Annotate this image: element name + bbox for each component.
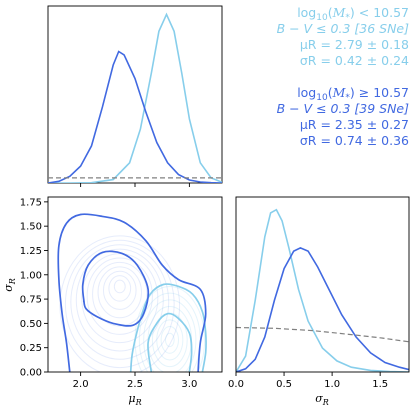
y-tick-label: 1.25: [20, 246, 42, 257]
faint-contour-low: [143, 299, 197, 372]
low-mass-line-3: μR = 2.79 ± 0.18: [300, 37, 409, 52]
mu-marginal-low_mass-line: [48, 12, 222, 183]
y-tick-label: 1.50: [20, 222, 42, 233]
sigma-marginal-prior-prior-line: [236, 326, 409, 343]
mu-marginal-high_mass-line: [48, 50, 222, 183]
marginal-mu-frame: [47, 5, 223, 184]
faint-contour-low: [160, 326, 180, 354]
contour-lines: [57, 213, 207, 372]
faint-contour-high: [86, 257, 153, 335]
marginal-sigma-frame: [235, 196, 410, 373]
y-tick-label: 0.25: [20, 343, 42, 354]
sigma-x-tick-label: 1.5: [372, 379, 388, 390]
y-axis-label-sigma: σR: [2, 278, 17, 292]
faint-contour-low: [164, 332, 175, 348]
faint-contour-low: [156, 319, 184, 361]
high-mass-line-2: B − V ≤ 0.3 [39 SNe]: [277, 101, 410, 116]
faint-contour-high: [108, 275, 132, 302]
marginal-sigma-ticks: 0.0 0.5 1.0 1.5: [228, 372, 388, 390]
low-mass-outer-contour: [129, 283, 207, 372]
faint-contour-high: [59, 235, 181, 372]
faint-contour-high: [75, 248, 164, 352]
low-mass-line-4: σR = 0.42 ± 0.24: [300, 53, 409, 68]
sigma-x-tick-label: 1.0: [324, 379, 340, 390]
joint-contour-panel: 2.0 2.5 3.0 0.00 0.25 0.50 0.75 1.00 1.25 1.50 1.7…: [2, 196, 223, 407]
high-mass-inner-contour: [81, 250, 150, 327]
y-tick-label: 1.00: [20, 270, 42, 281]
faint-contour-high: [102, 270, 137, 310]
faint-contour-high: [70, 244, 170, 360]
high-mass-line-4: σR = 0.74 ± 0.36: [300, 133, 409, 148]
y-tick-label: 0.00: [20, 368, 42, 379]
joint-contour-ticks: 2.0 2.5 3.0 0.00 0.25 0.50 0.75 1.00 1.25 1.50 1.7…: [20, 197, 198, 390]
faint-contour-high: [97, 266, 143, 319]
x-tick-label: 2.0: [73, 379, 89, 390]
faint-contour-high: [113, 279, 126, 294]
marginal-sigma-curves: [236, 208, 409, 372]
high-mass-outer-contour: [57, 213, 207, 372]
sigma-x-tick-label: 0.0: [228, 379, 244, 390]
y-tick-label: 0.75: [20, 295, 42, 306]
high-mass-line-3: μR = 2.35 ± 0.27: [300, 117, 409, 132]
faint-contour-high: [81, 253, 159, 344]
marginal-mu-curves: [48, 12, 222, 183]
low-mass-inner-contour: [147, 312, 193, 372]
y-tick-label: 1.75: [20, 197, 42, 208]
annotation-block: log10(M*) < 10.57 B − V ≤ 0.3 [36 SNe] μ…: [277, 5, 410, 148]
marginal-mu-ticks: [80, 183, 190, 187]
low-mass-line-2: B − V ≤ 0.3 [36 SNe]: [277, 21, 410, 36]
marginal-sigma-panel: 0.0 0.5 1.0 1.5 σR: [228, 196, 410, 407]
sigma-marginal-high_mass-line: [236, 247, 409, 372]
y-tick-label: 0.50: [20, 319, 42, 330]
x-axis-label-sigma: σR: [315, 392, 329, 407]
x-tick-label: 3.0: [181, 379, 197, 390]
sigma-marginal-low_mass-line: [236, 208, 409, 372]
x-axis-label-mu: μR: [128, 392, 141, 407]
faint-contour-high: [92, 261, 148, 327]
faint-contour-low: [147, 306, 193, 372]
sigma-x-tick-label: 0.5: [276, 379, 292, 390]
x-tick-label: 2.5: [127, 379, 143, 390]
faint-contour-high: [64, 239, 175, 369]
marginal-mu-panel: [47, 5, 223, 187]
